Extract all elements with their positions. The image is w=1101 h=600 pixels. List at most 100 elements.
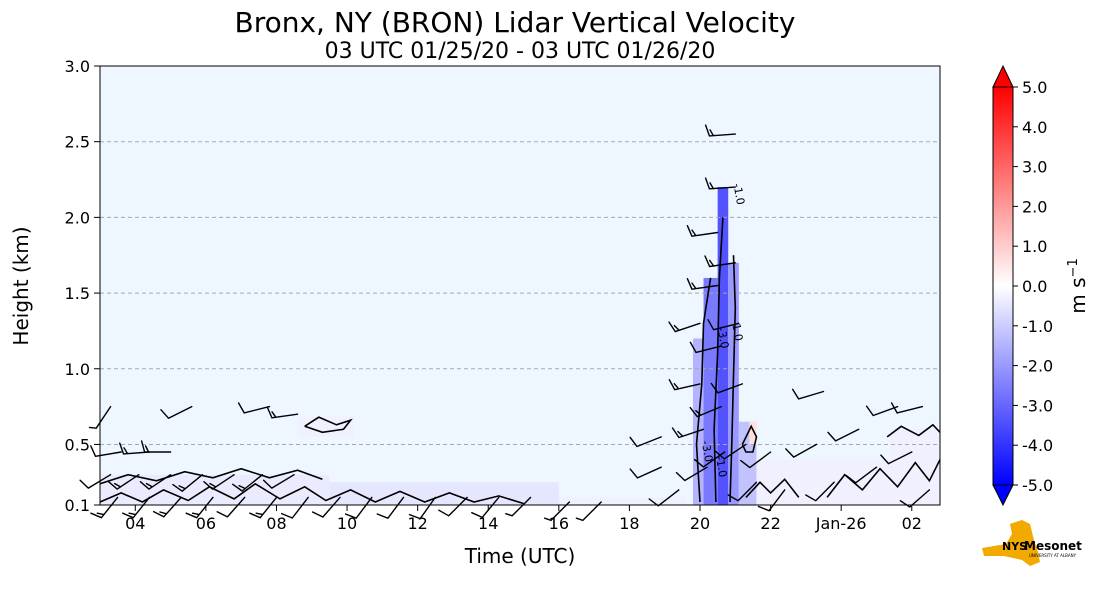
x-tick-label: 04 [125, 514, 145, 533]
wind-barb [160, 405, 193, 419]
velocity-cell [749, 421, 757, 445]
velocity-cell [558, 497, 686, 505]
wind-barb [704, 177, 736, 190]
colorbar-ticks: 5.0 4.0 3.0 2.0 1.0 0.0 -1.0 -2.0 -3.0 -4.0 -5.0 [1013, 78, 1053, 495]
y-tick-label: 2.0 [65, 208, 90, 227]
wind-barb [899, 489, 931, 508]
velocity-cell [329, 482, 559, 505]
wind-barb [281, 496, 309, 519]
chart-title: Bronx, NY (BRON) Lidar Vertical Velocity [235, 6, 796, 39]
colorbar-tick-label: 2.0 [1022, 197, 1047, 216]
plot-frame [99, 65, 941, 506]
wind-barb [90, 496, 119, 519]
logo-abbr: NYS [1002, 540, 1027, 553]
wind-barb [107, 474, 140, 490]
colorbar-tick-label: 5.0 [1022, 78, 1047, 97]
wind-barb [139, 474, 172, 490]
wind-barb [408, 496, 436, 520]
logo-name: Mesonet [1024, 539, 1082, 553]
wind-barb [707, 319, 740, 331]
colorbar-tick-label: -1.0 [1022, 317, 1053, 336]
wind-barb [172, 474, 204, 492]
wind-barb [827, 428, 860, 442]
wind-barb [668, 379, 701, 391]
x-tick-label: 02 [902, 514, 922, 533]
wind-barb [122, 496, 151, 519]
wind-barb [88, 405, 112, 429]
wind-barb [704, 124, 736, 137]
contour-label: -1.0 [730, 182, 747, 205]
y-tick-label: 3.0 [65, 57, 90, 76]
colorbar-tick-label: -3.0 [1022, 396, 1053, 415]
contour-line [99, 482, 524, 505]
wind-barb [232, 474, 264, 492]
x-tick-label: 08 [266, 514, 286, 533]
wind-barb [668, 321, 701, 333]
logo-org: UNIVERSITY AT ALBANY [1029, 553, 1077, 558]
wind-barb [791, 388, 825, 400]
wind-barb [675, 466, 708, 482]
wind-barb [880, 451, 913, 465]
wind-barb [140, 440, 172, 453]
velocity-cell [717, 187, 729, 505]
wind-barb [740, 451, 772, 469]
wind-barb [266, 406, 299, 419]
wind-barb [249, 496, 278, 519]
contour-label: -1.0 [729, 319, 746, 342]
velocity-field [100, 187, 940, 505]
x-tick-label: 20 [690, 514, 710, 533]
colorbar-unit-label: m s−1 [1066, 258, 1090, 313]
colorbar-tick-label: -5.0 [1022, 476, 1053, 495]
wind-barb [715, 443, 747, 460]
new-york-state-shape [982, 520, 1040, 566]
contour-line [713, 217, 724, 503]
wind-barb [865, 405, 899, 417]
wind-barb [203, 474, 235, 490]
contour-line [886, 423, 941, 438]
contour-line [695, 277, 712, 503]
wind-barb [785, 443, 818, 458]
wind-barb [185, 496, 214, 519]
x-tick-label: 18 [619, 514, 639, 533]
contour-line [304, 416, 353, 434]
wind-barb [757, 489, 786, 512]
grid-lines [100, 141, 940, 445]
x-tick-label: 06 [196, 514, 216, 533]
chart-subtitle: 03 UTC 01/25/20 - 03 UTC 01/26/20 [325, 39, 716, 64]
plot-background [100, 66, 940, 505]
x-tick-label: Jan-26 [815, 514, 867, 533]
wind-barb [152, 496, 182, 518]
contour-label: -1.0 [713, 455, 730, 478]
wind-barb [629, 466, 662, 479]
x-tick-label: 12 [407, 514, 427, 533]
y-tick-label: 0.1 [65, 496, 90, 515]
colorbar-tick-label: -2.0 [1022, 357, 1053, 376]
y-axis-ticks: 0.1 0.5 1.0 1.5 2.0 2.5 3.0 [65, 57, 100, 515]
wind-barb [710, 382, 744, 394]
wind-barb [689, 341, 722, 354]
wind-barb [79, 474, 112, 489]
wind-barbs [79, 124, 931, 522]
colorbar-tick-label: 3.0 [1022, 158, 1047, 177]
contour-line [745, 478, 800, 498]
contour-line [741, 424, 758, 453]
x-tick-label: 22 [760, 514, 780, 533]
x-axis-ticks: 04 06 08 10 12 14 16 18 20 22 Jan-26 02 [125, 505, 922, 533]
wind-barb [704, 255, 736, 268]
colorbar-tick-label: 4.0 [1022, 118, 1047, 137]
nys-mesonet-logo: NYS Mesonet UNIVERSITY AT ALBANY [982, 520, 1082, 566]
wind-barb [376, 496, 405, 519]
y-tick-label: 2.5 [65, 133, 90, 152]
wind-barb [262, 474, 295, 489]
velocity-cell [890, 429, 940, 475]
wind-barb [686, 225, 719, 237]
wind-barb [689, 405, 722, 418]
y-axis-label: Height (km) [9, 226, 33, 345]
colorbar-tick-label: 0.0 [1022, 277, 1047, 296]
wind-barb [311, 496, 341, 518]
y-tick-label: 1.0 [65, 360, 90, 379]
contour-line [99, 467, 323, 485]
colorbar: 5.0 4.0 3.0 2.0 1.0 0.0 -1.0 -2.0 -3.0 -4.0 -5.0 m… [992, 64, 1090, 507]
y-tick-label: 0.5 [65, 435, 90, 454]
